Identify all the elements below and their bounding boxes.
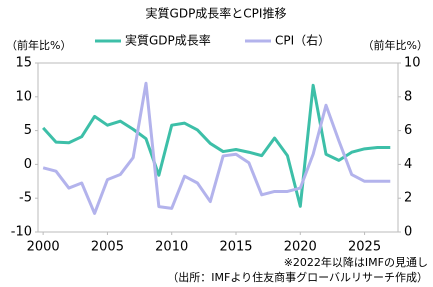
y2-tick-label: 2 <box>404 191 412 206</box>
chart-title: 実質GDP成長率とCPI推移 <box>146 6 287 21</box>
y-tick-label: 15 <box>15 56 32 71</box>
legend-label: 実質GDP成長率 <box>125 33 211 48</box>
legend-label: CPI（右） <box>275 33 330 48</box>
annotation: ※2022年以降はIMFの見通し <box>284 255 428 269</box>
y2-tick-label: 10 <box>404 56 421 71</box>
y-tick-label: -5 <box>19 191 32 206</box>
y-tick-label: 10 <box>15 89 32 104</box>
x-tick-label: 2000 <box>27 240 60 255</box>
y-axis-label: （前年比%） <box>6 38 71 52</box>
x-tick-label: 2010 <box>155 240 188 255</box>
y-tick-label: 0 <box>24 157 32 172</box>
y2-tick-label: 6 <box>404 123 412 138</box>
x-tick-label: 2020 <box>284 240 317 255</box>
annotation: （出所：IMFより住友商事グローバルリサーチ作成） <box>167 270 428 284</box>
y2-axis-label: （前年比%） <box>363 38 428 52</box>
x-tick-label: 2005 <box>91 240 124 255</box>
y-tick-label: -10 <box>11 225 32 240</box>
plot-frame <box>37 62 399 233</box>
x-tick-label: 2015 <box>219 240 252 255</box>
series-line <box>42 81 391 215</box>
y2-tick-label: 8 <box>404 89 412 104</box>
series-line <box>42 83 391 208</box>
y-tick-label: 5 <box>24 123 32 138</box>
y2-tick-label: 0 <box>404 225 412 240</box>
x-tick-label: 2025 <box>348 240 381 255</box>
y2-tick-label: 4 <box>404 157 412 172</box>
